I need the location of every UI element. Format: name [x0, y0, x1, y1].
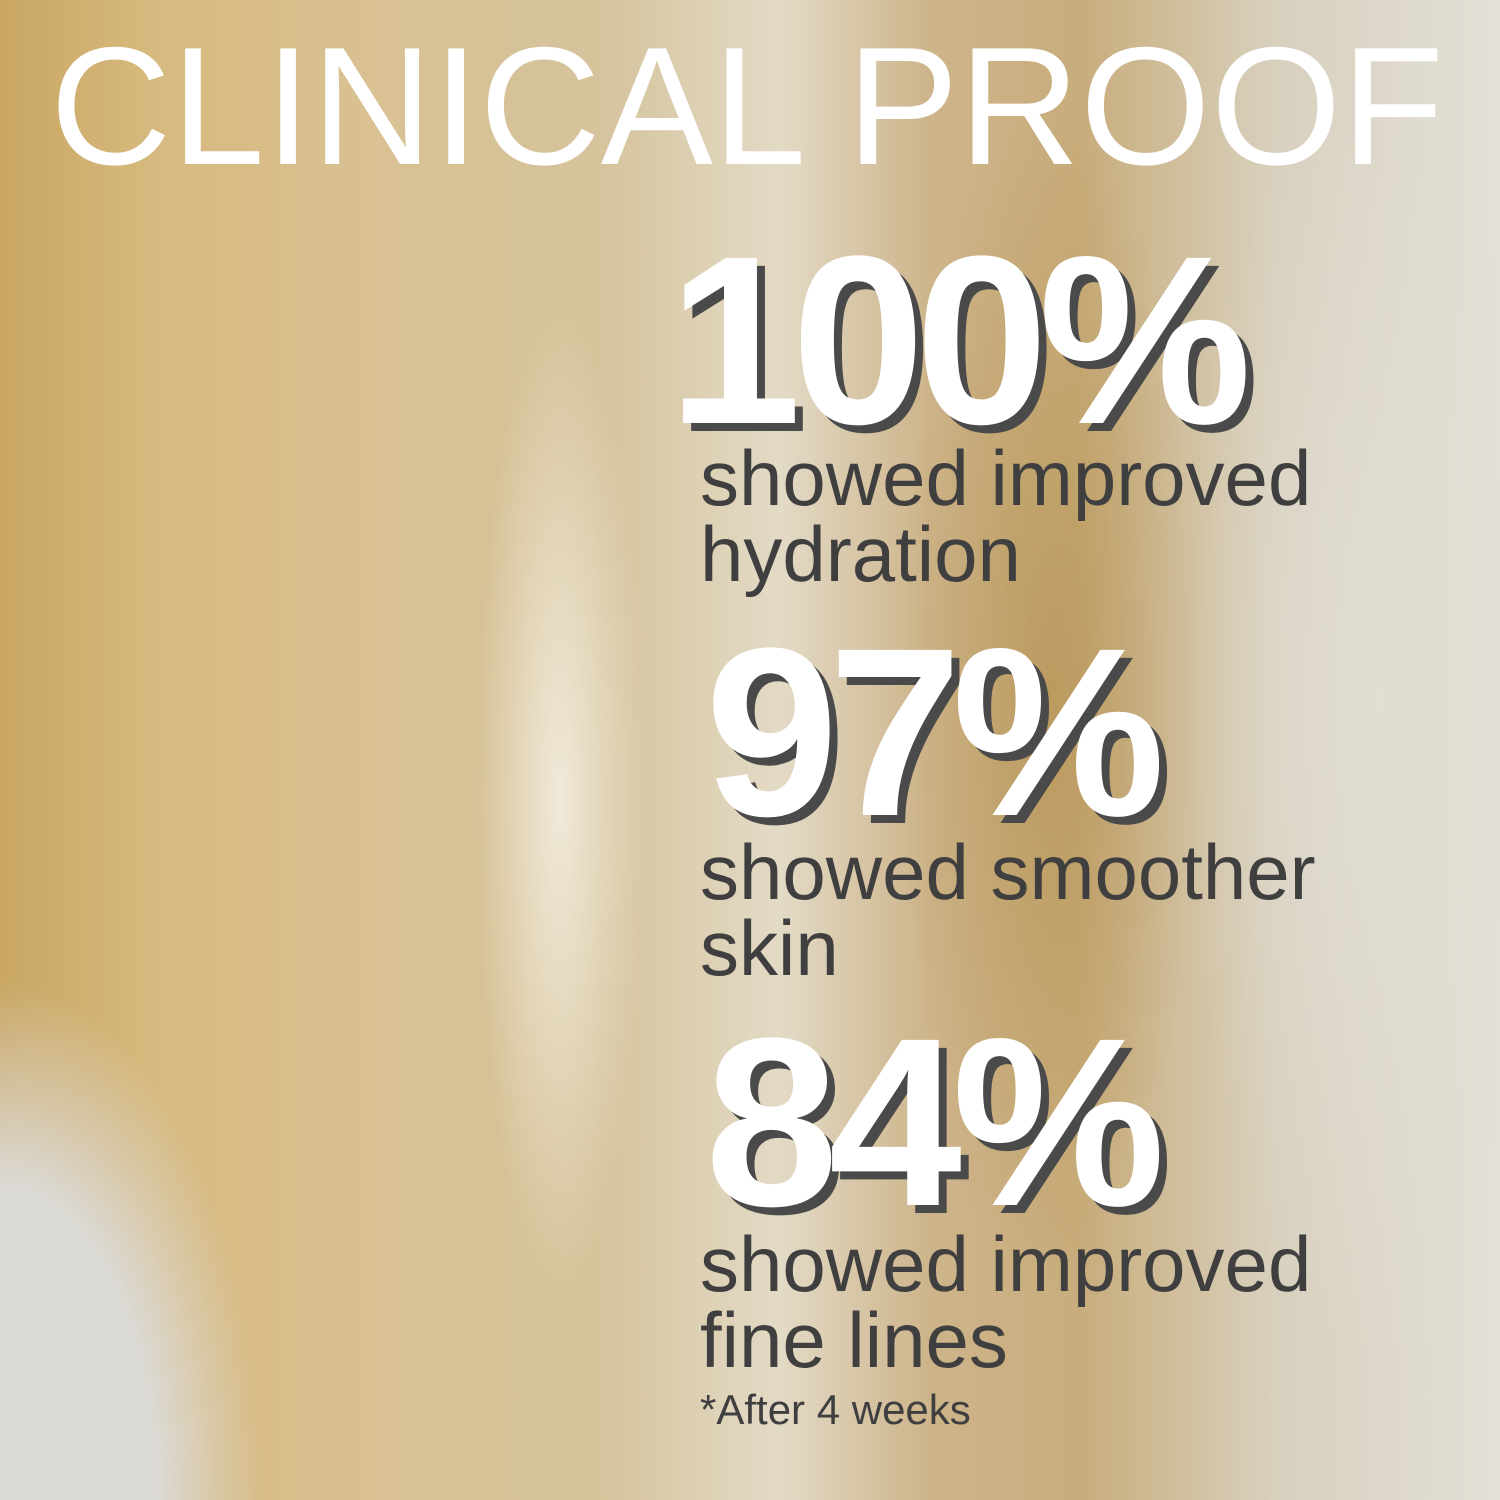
caption-line: hydration [700, 510, 1021, 598]
stat-value-hydration: 100% [668, 206, 1252, 474]
caption-line: showed smoother [700, 828, 1316, 916]
stat-caption-hydration: showed improved hydration [700, 434, 1312, 598]
stat-value-smoothness: 97% [705, 598, 1165, 866]
caption-line: fine lines [700, 1296, 1008, 1384]
caption-line: showed improved [700, 1220, 1312, 1308]
stat-value-fine-lines: 84% [705, 988, 1165, 1256]
caption-line: skin [700, 904, 839, 992]
stat-caption-smoothness: showed smoother skin [700, 828, 1316, 992]
stat-caption-fine-lines: showed improved fine lines [700, 1220, 1312, 1384]
page-title: CLINICAL PROOF [50, 12, 1445, 200]
footnote: *After 4 weeks [700, 1386, 971, 1433]
background-corner [0, 900, 300, 1500]
caption-line: showed improved [700, 434, 1312, 522]
